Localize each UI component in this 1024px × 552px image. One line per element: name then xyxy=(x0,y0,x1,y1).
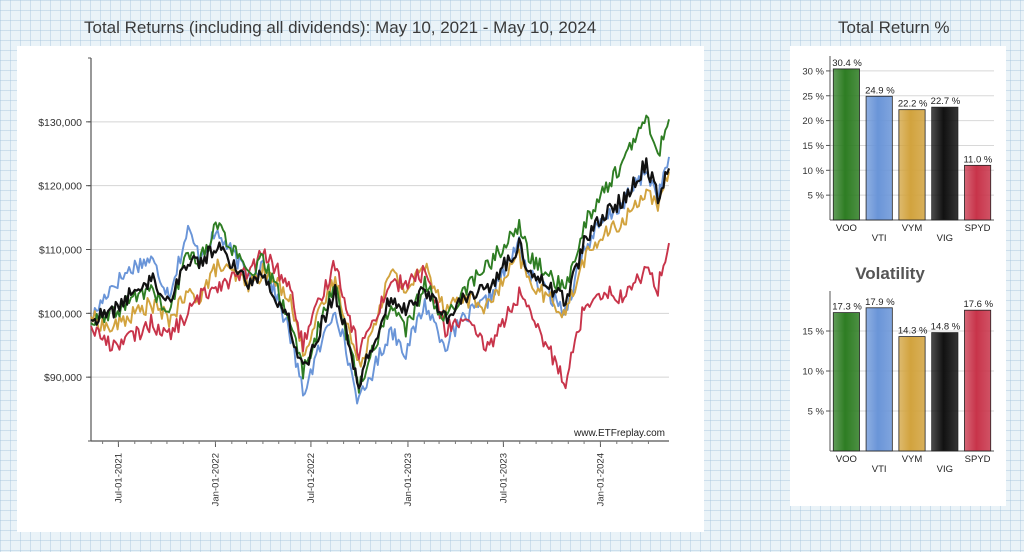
volatility-y-tick-label: 5 % xyxy=(808,407,825,418)
y-tick-label: $130,000 xyxy=(38,117,82,129)
return-value-label: 22.7 % xyxy=(931,96,961,107)
volatility-bar-vym xyxy=(898,336,926,452)
side-chart-panel: 5 % 10 % 15 % 20 % 25 % 30 % 30.4 % VOO 24.9 % VT… xyxy=(790,46,1006,506)
series-line-vti xyxy=(90,156,670,405)
series-line-spyd xyxy=(90,242,670,390)
return-category-label: VIG xyxy=(937,233,953,244)
volatility-category-label: VTI xyxy=(872,464,887,475)
volatility-value-label: 14.8 % xyxy=(931,322,961,333)
side-chart-title: Total Return % xyxy=(838,18,950,37)
return-category-label: SPYD xyxy=(965,223,991,234)
volatility-category-label: VOO xyxy=(836,454,857,465)
volatility-bar-vig xyxy=(931,332,959,452)
return-bar-vig xyxy=(931,106,959,221)
return-category-label: VYM xyxy=(902,223,923,234)
x-tick-label: Jan-01-2023 xyxy=(403,453,414,506)
side-bar-charts: 5 % 10 % 15 % 20 % 25 % 30 % 30.4 % VOO 24.9 % VT… xyxy=(802,56,994,475)
return-bar-spyd xyxy=(964,164,992,221)
volatility-value-label: 14.3 % xyxy=(898,326,928,337)
main-chart-panel: $90,000 $100,000 $110,000 $120,000 $130,000 J… xyxy=(17,46,704,532)
volatility-bar-vti xyxy=(865,307,893,452)
volatility-category-label: VYM xyxy=(902,454,923,465)
return-y-tick-label: 5 % xyxy=(808,191,825,202)
return-value-label: 11.0 % xyxy=(963,154,992,165)
y-tick-label: $90,000 xyxy=(44,372,82,384)
return-category-label: VOO xyxy=(836,223,857,234)
y-tick-label: $120,000 xyxy=(38,181,82,193)
volatility-bar-voo xyxy=(832,312,860,452)
total-returns-line-chart: $90,000 $100,000 $110,000 $120,000 $130,000 J… xyxy=(38,57,671,506)
return-value-label: 22.2 % xyxy=(898,99,928,110)
series-line-vym xyxy=(90,171,670,368)
volatility-bar-spyd xyxy=(964,309,992,452)
return-y-tick-label: 10 % xyxy=(802,166,824,177)
volatility-value-label: 17.9 % xyxy=(865,297,895,308)
return-category-label: VTI xyxy=(872,233,887,244)
volatility-y-tick-label: 15 % xyxy=(802,327,824,338)
return-y-tick-label: 20 % xyxy=(802,116,824,127)
return-value-label: 30.4 % xyxy=(832,58,862,69)
return-y-tick-label: 30 % xyxy=(802,66,824,77)
volatility-y-tick-label: 10 % xyxy=(802,367,824,378)
volatility-value-label: 17.6 % xyxy=(963,299,993,310)
series-line-vig xyxy=(90,157,671,390)
x-tick-label: Jul-01-2023 xyxy=(498,453,509,503)
x-tick-label: Jan-01-2022 xyxy=(210,453,221,506)
x-tick-label: Jan-01-2024 xyxy=(595,453,606,506)
return-bar-voo xyxy=(832,68,860,221)
watermark-text: www.ETFreplay.com xyxy=(573,428,665,439)
return-value-label: 24.9 % xyxy=(865,85,895,96)
volatility-title: Volatility xyxy=(855,264,925,283)
x-tick-label: Jul-01-2021 xyxy=(113,453,124,503)
volatility-value-label: 17.3 % xyxy=(832,302,862,313)
volatility-category-label: SPYD xyxy=(965,454,991,465)
main-chart-title: Total Returns (including all dividends):… xyxy=(84,18,597,37)
y-tick-label: $100,000 xyxy=(38,308,82,320)
return-y-tick-label: 25 % xyxy=(802,91,824,102)
return-bar-vym xyxy=(898,109,926,221)
return-y-tick-label: 15 % xyxy=(802,141,824,152)
x-tick-label: Jul-01-2022 xyxy=(306,453,317,503)
return-bar-vti xyxy=(865,95,893,221)
volatility-category-label: VIG xyxy=(937,464,953,475)
y-tick-label: $110,000 xyxy=(39,245,82,257)
